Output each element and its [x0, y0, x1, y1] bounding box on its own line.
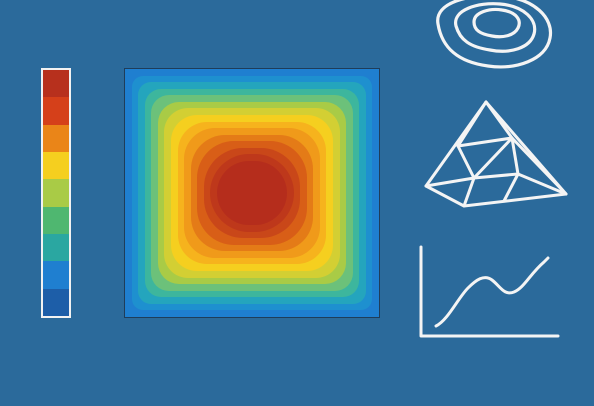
color-scale-bar	[41, 68, 71, 318]
triangular-mesh-icon	[424, 100, 568, 208]
color-scale-swatch	[43, 261, 69, 289]
color-scale-swatch	[43, 288, 69, 316]
color-scale-swatch	[43, 70, 69, 98]
color-scale-swatch	[43, 151, 69, 180]
heatmap-contour-band	[217, 161, 287, 225]
color-scale-swatch	[43, 97, 69, 125]
color-scale-swatch	[43, 206, 69, 234]
color-scale-swatch	[43, 233, 69, 262]
line-plot-icon	[419, 245, 560, 338]
color-scale-swatch	[43, 124, 69, 152]
contour-lines-icon	[436, 0, 553, 69]
color-scale-swatch	[43, 179, 69, 207]
heatmap-plot	[124, 68, 380, 318]
